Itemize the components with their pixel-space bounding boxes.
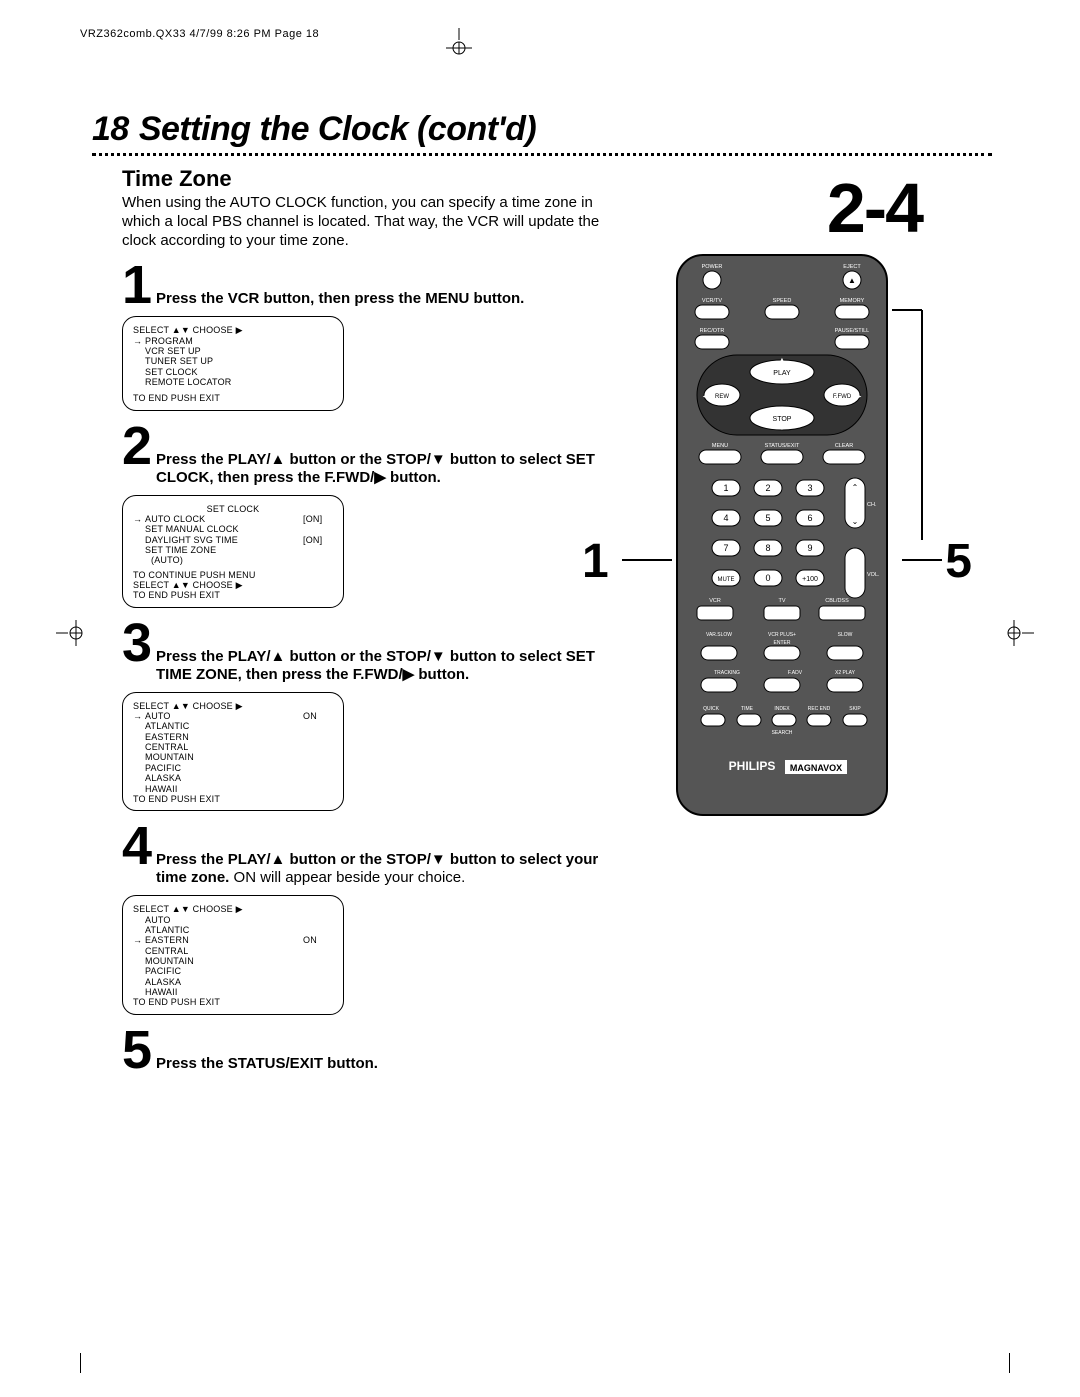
page-content: 18Setting the Clock (cont'd) Time Zone W… [92, 110, 992, 1073]
step-number: 5 [122, 1019, 152, 1081]
crop-mark [1009, 1353, 1010, 1373]
step-text: Press the VCR button, then press the MEN… [156, 260, 606, 308]
step-text: Press the PLAY/▲ button or the STOP/▼ bu… [156, 821, 606, 887]
menu-screen-4: SELECT ▲▼ CHOOSE ▶AUTOATLANTIC→EASTERNON… [122, 895, 344, 1014]
step-range: 2-4 [827, 168, 922, 248]
step-number: 4 [122, 815, 152, 877]
menu-screen-2: SET CLOCK→AUTO CLOCK[ON]SET MANUAL CLOCK… [122, 495, 344, 608]
intro-text: When using the AUTO CLOCK function, you … [122, 194, 612, 250]
callout-lines [612, 250, 952, 830]
crop-mark [80, 1353, 81, 1373]
menu-screen-3: SELECT ▲▼ CHOOSE ▶→AUTOONATLANTICEASTERN… [122, 692, 344, 811]
callout-1: 1 [582, 534, 609, 589]
crop-mark [56, 618, 86, 648]
step-number: 1 [122, 254, 152, 316]
step-number: 3 [122, 612, 152, 674]
page-number: 18 [92, 110, 129, 148]
page-title: 18Setting the Clock (cont'd) [92, 110, 992, 149]
crop-mark [444, 28, 474, 58]
crop-mark [1004, 618, 1034, 648]
step-text: Press the PLAY/▲ button or the STOP/▼ bu… [156, 618, 606, 684]
step-5: 5 Press the STATUS/EXIT button. [122, 1025, 992, 1073]
step-text: Press the STATUS/EXIT button. [156, 1025, 606, 1073]
step-text: Press the PLAY/▲ button or the STOP/▼ bu… [156, 421, 606, 487]
divider [92, 153, 992, 156]
remote-illustration: 1 5 POWEREJECT▲VCR/TVSPEEDMEMORYREC/OTRP… [632, 250, 932, 835]
step-number: 2 [122, 415, 152, 477]
menu-screen-1: SELECT ▲▼ CHOOSE ▶→PROGRAMVCR SET UPTUNE… [122, 316, 344, 410]
header-info: VRZ362comb.QX33 4/7/99 8:26 PM Page 18 [80, 28, 319, 40]
step-4: 4 Press the PLAY/▲ button or the STOP/▼ … [122, 821, 992, 1014]
